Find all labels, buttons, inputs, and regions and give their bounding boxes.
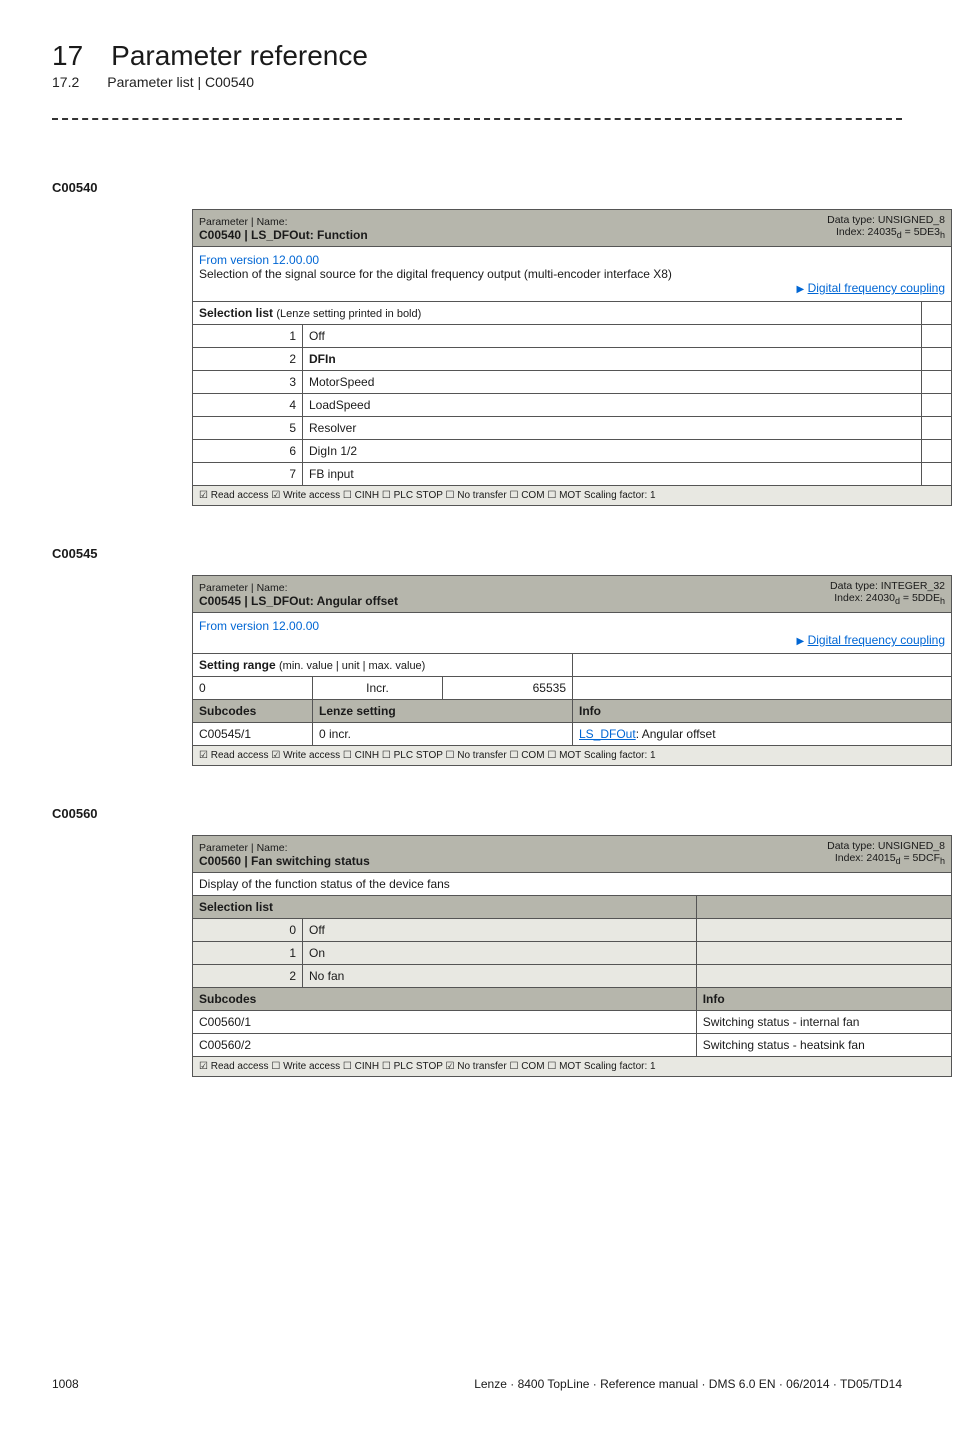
subcodes-header: Subcodes [193,988,697,1011]
incr-label: Incr. [313,677,443,700]
row-v: FB input [303,463,922,486]
param-label: Parameter | Name: [199,582,288,594]
selection-list-header: Selection list [199,306,276,320]
digital-frequency-link[interactable]: Digital frequency coupling [808,281,945,295]
row-n: 3 [193,371,303,394]
access-footer: ☑ Read access ☐ Write access ☐ CINH ☐ PL… [193,1057,952,1077]
param-name: C00540 | LS_DFOut: Function [199,228,368,242]
lenze-setting-header: Lenze setting [313,700,573,723]
data-type: Data type: UNSIGNED_8 Index: 24015d = 5D… [827,840,945,866]
setting-range-header: Setting range [199,658,279,672]
divider [52,118,902,120]
doc-info: Lenze · 8400 TopLine · Reference manual … [474,1377,902,1391]
param-name: C00545 | LS_DFOut: Angular offset [199,594,398,608]
access-footer: ☑ Read access ☑ Write access ☐ CINH ☐ PL… [193,746,952,766]
subcode-value: 0 incr. [313,723,573,746]
row-n: 4 [193,394,303,417]
row-n: 0 [193,919,303,942]
selection-list-header: Selection list [193,896,697,919]
row-v: MotorSpeed [303,371,922,394]
row-v: No fan [303,965,697,988]
row-v: On [303,942,697,965]
info-header: Info [696,988,951,1011]
row-v: DigIn 1/2 [303,440,922,463]
param-id-c00545: C00545 [52,546,902,561]
row-n: 2 [193,965,303,988]
section-number: 17.2 [52,74,79,90]
row-n: 1 [193,942,303,965]
subcode: C00560/1 [193,1011,697,1034]
triangle-icon: ▶ [797,636,805,647]
row-n: 1 [193,325,303,348]
description: Display of the function status of the de… [193,873,952,896]
ls-dfout-link[interactable]: LS_DFOut [579,727,636,741]
subcode-info: Switching status - internal fan [696,1011,951,1034]
param-id-c00540: C00540 [52,180,902,195]
subcodes-header: Subcodes [193,700,313,723]
param-label: Parameter | Name: [199,842,288,854]
subcode: C00560/2 [193,1034,697,1057]
row-n: 7 [193,463,303,486]
chapter-number: 17 [52,40,83,72]
row-n: 5 [193,417,303,440]
param-id-c00560: C00560 [52,806,902,821]
param-name: C00560 | Fan switching status [199,854,370,868]
data-type: Data type: INTEGER_32 Index: 24030d = 5D… [830,580,945,606]
from-version: From version 12.00.00 [199,619,319,633]
page-number: 1008 [52,1377,79,1391]
row-v: Off [303,919,697,942]
row-n: 2 [193,348,303,371]
access-footer: ☑ Read access ☑ Write access ☐ CINH ☐ PL… [193,486,952,506]
chapter-title: Parameter reference [111,40,368,72]
row-n: 6 [193,440,303,463]
param-label: Parameter | Name: [199,216,288,228]
row-v: Off [303,325,922,348]
triangle-icon: ▶ [797,284,805,295]
info-header: Info [573,700,952,723]
description: Selection of the signal source for the d… [199,267,672,281]
row-v: DFIn [303,348,922,371]
subcode-info: Switching status - heatsink fan [696,1034,951,1057]
data-type: Data type: UNSIGNED_8 Index: 24035d = 5D… [827,214,945,240]
row-v: Resolver [303,417,922,440]
max-value: 65535 [443,677,573,700]
min-value: 0 [193,677,313,700]
row-v: LoadSpeed [303,394,922,417]
table-c00545: Parameter | Name: C00545 | LS_DFOut: Ang… [192,575,952,766]
subcode: C00545/1 [193,723,313,746]
section-title: Parameter list | C00540 [107,74,254,90]
from-version: From version 12.00.00 [199,253,319,267]
table-c00540: Parameter | Name: C00540 | LS_DFOut: Fun… [192,209,952,506]
digital-frequency-link[interactable]: Digital frequency coupling [808,633,945,647]
table-c00560: Parameter | Name: C00560 | Fan switching… [192,835,952,1077]
info-rest: : Angular offset [636,727,716,741]
